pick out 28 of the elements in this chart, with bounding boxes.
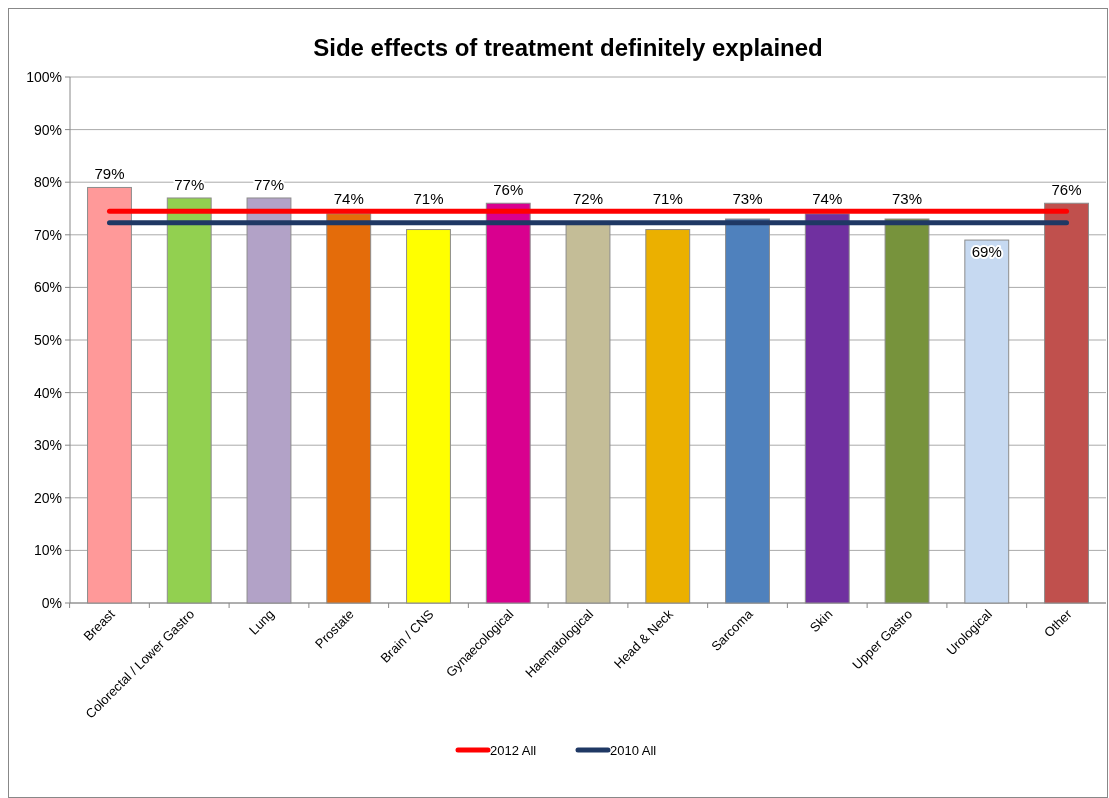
data-label: 79% <box>94 165 125 183</box>
y-tick-label: 70% <box>33 226 62 243</box>
data-label: 77% <box>174 175 205 193</box>
y-tick-label: 0% <box>41 594 62 611</box>
y-tick-label: 90% <box>33 121 62 138</box>
data-label: 71% <box>413 190 444 208</box>
data-label: 73% <box>732 190 763 208</box>
data-label: 74% <box>333 190 364 208</box>
data-label: 69% <box>971 243 1002 261</box>
x-tick-label: Skin <box>806 606 836 636</box>
data-label: 71% <box>652 190 683 208</box>
y-tick-label: 80% <box>33 174 62 191</box>
legend-label: 2010 All <box>610 742 657 758</box>
chart-title: Side effects of treatment definitely explained <box>313 34 823 61</box>
data-label: 76% <box>493 181 524 199</box>
data-label: 72% <box>572 190 604 208</box>
y-tick-label: 60% <box>33 279 62 296</box>
legend-label: 2012 All <box>490 742 537 758</box>
data-label: 74% <box>812 190 843 208</box>
y-tick-label: 40% <box>33 384 62 401</box>
y-tick-label: 30% <box>33 437 62 454</box>
data-label: 73% <box>892 190 923 208</box>
data-label: 76% <box>1051 181 1082 199</box>
data-label: 77% <box>253 175 284 193</box>
y-tick-label: 10% <box>33 542 62 559</box>
y-tick-label: 50% <box>33 331 62 348</box>
y-tick-label: 20% <box>33 489 62 506</box>
y-tick-label: 100% <box>26 68 62 85</box>
